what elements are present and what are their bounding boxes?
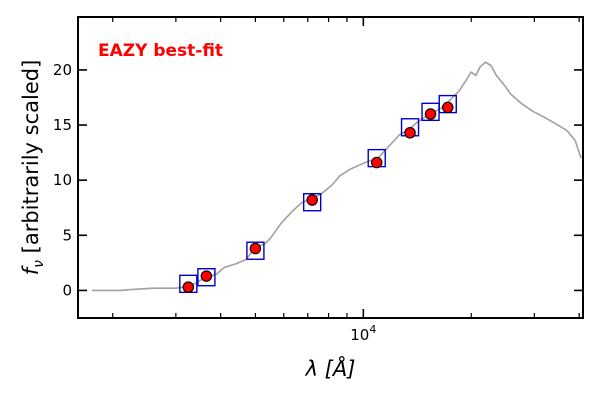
observed-point <box>306 194 318 206</box>
x-tick-label: 104 <box>350 323 376 344</box>
y-tick-label: 0 <box>62 281 72 299</box>
model-flux-box <box>246 241 265 260</box>
observed-point <box>404 127 416 139</box>
observed-point <box>249 242 262 255</box>
y-axis-label: fν [arbitrarily scaled] <box>19 60 47 276</box>
model-flux-box <box>197 268 216 287</box>
y-tick-label: 10 <box>53 171 72 189</box>
plot-frame <box>77 16 584 319</box>
observed-point <box>370 156 383 169</box>
model-flux-box <box>302 193 322 212</box>
x-axis-label: λ [Å] <box>305 355 356 381</box>
observed-point <box>424 108 437 120</box>
observed-point <box>200 270 213 282</box>
model-sed-line <box>92 61 582 292</box>
y-tick-label: 15 <box>53 116 72 134</box>
annotation-label: EAZY best-fit <box>98 41 223 61</box>
y-tick-label: 20 <box>53 61 72 79</box>
y-tick-label: 5 <box>62 226 72 244</box>
observed-point <box>182 281 195 293</box>
observed-point <box>442 101 454 114</box>
